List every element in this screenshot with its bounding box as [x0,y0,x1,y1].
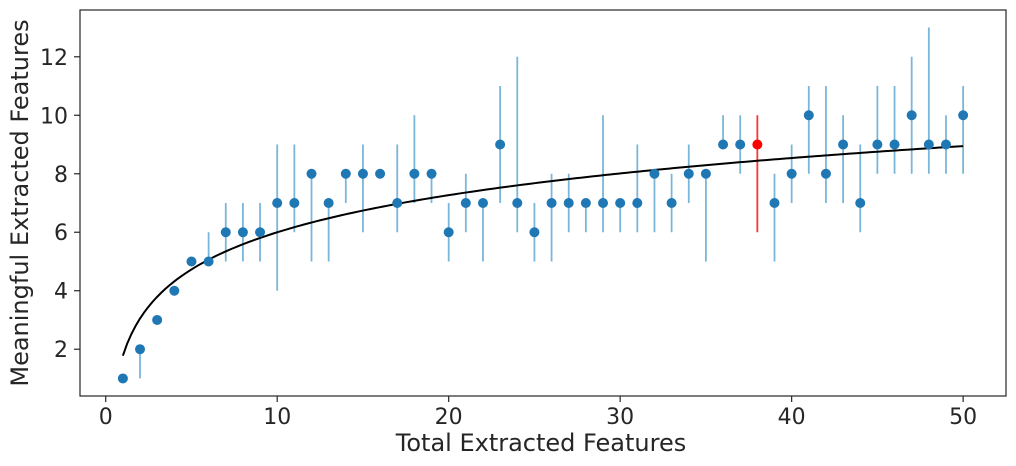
data-point [460,198,471,208]
data-point [803,110,814,121]
data-point [580,198,591,208]
y-tick-label: 6 [54,221,68,246]
data-point [529,227,540,238]
data-point [135,344,146,355]
data-point [392,198,403,208]
data-point [855,198,866,208]
data-point [375,168,386,179]
x-axis-ticks: 0 10 20 30 40 50 [99,396,977,430]
data-point [769,198,780,208]
data-point [255,227,266,238]
data-point [563,198,574,208]
data-points [117,110,969,384]
data-point [786,168,797,179]
x-tick-label: 30 [606,405,634,430]
x-tick-label: 20 [435,405,463,430]
data-point [443,227,454,238]
data-point [666,198,677,208]
data-point [923,139,934,150]
data-point [838,139,849,150]
error-bars [139,27,965,379]
data-point [220,227,231,238]
data-point [409,168,420,179]
y-tick-label: 2 [54,338,68,363]
data-point [477,198,488,208]
data-point [357,168,368,179]
x-tick-label: 10 [263,405,291,430]
data-point [323,198,334,208]
data-point [237,227,248,238]
data-point [906,110,917,121]
data-point [940,139,951,150]
plot-frame [79,9,1007,397]
data-point [340,168,351,179]
y-tick-label: 12 [40,46,68,71]
data-point [718,139,729,150]
data-point [169,285,180,296]
data-point [152,314,163,325]
y-tick-label: 10 [40,104,68,129]
x-tick-label: 40 [778,405,806,430]
x-axis-label: Total Extracted Features [395,429,686,457]
x-tick-label: 50 [949,405,977,430]
data-point [512,198,523,208]
data-point [203,256,214,267]
x-tick-label: 0 [99,405,113,430]
data-point [289,198,300,208]
data-point [889,139,900,150]
data-point [272,198,283,208]
data-point [546,198,557,208]
data-point [306,168,317,179]
data-point [872,139,883,150]
y-axis-ticks: 2 4 6 8 10 12 [40,46,80,363]
data-point [700,168,711,179]
data-point [186,256,197,267]
data-point [735,139,746,150]
y-tick-label: 8 [54,163,68,188]
y-axis-label: Meaningful Extracted Features [6,19,34,386]
data-point [426,168,437,179]
data-point [649,168,660,179]
data-point [958,110,969,121]
data-point [632,198,643,208]
highlighted-data-point [752,139,763,150]
data-point [117,373,128,384]
data-point [598,198,609,208]
data-point [683,168,694,179]
data-point [615,198,626,208]
fit-curve [121,145,964,356]
data-point [495,139,506,150]
data-point [820,168,831,179]
y-tick-label: 4 [54,280,68,305]
